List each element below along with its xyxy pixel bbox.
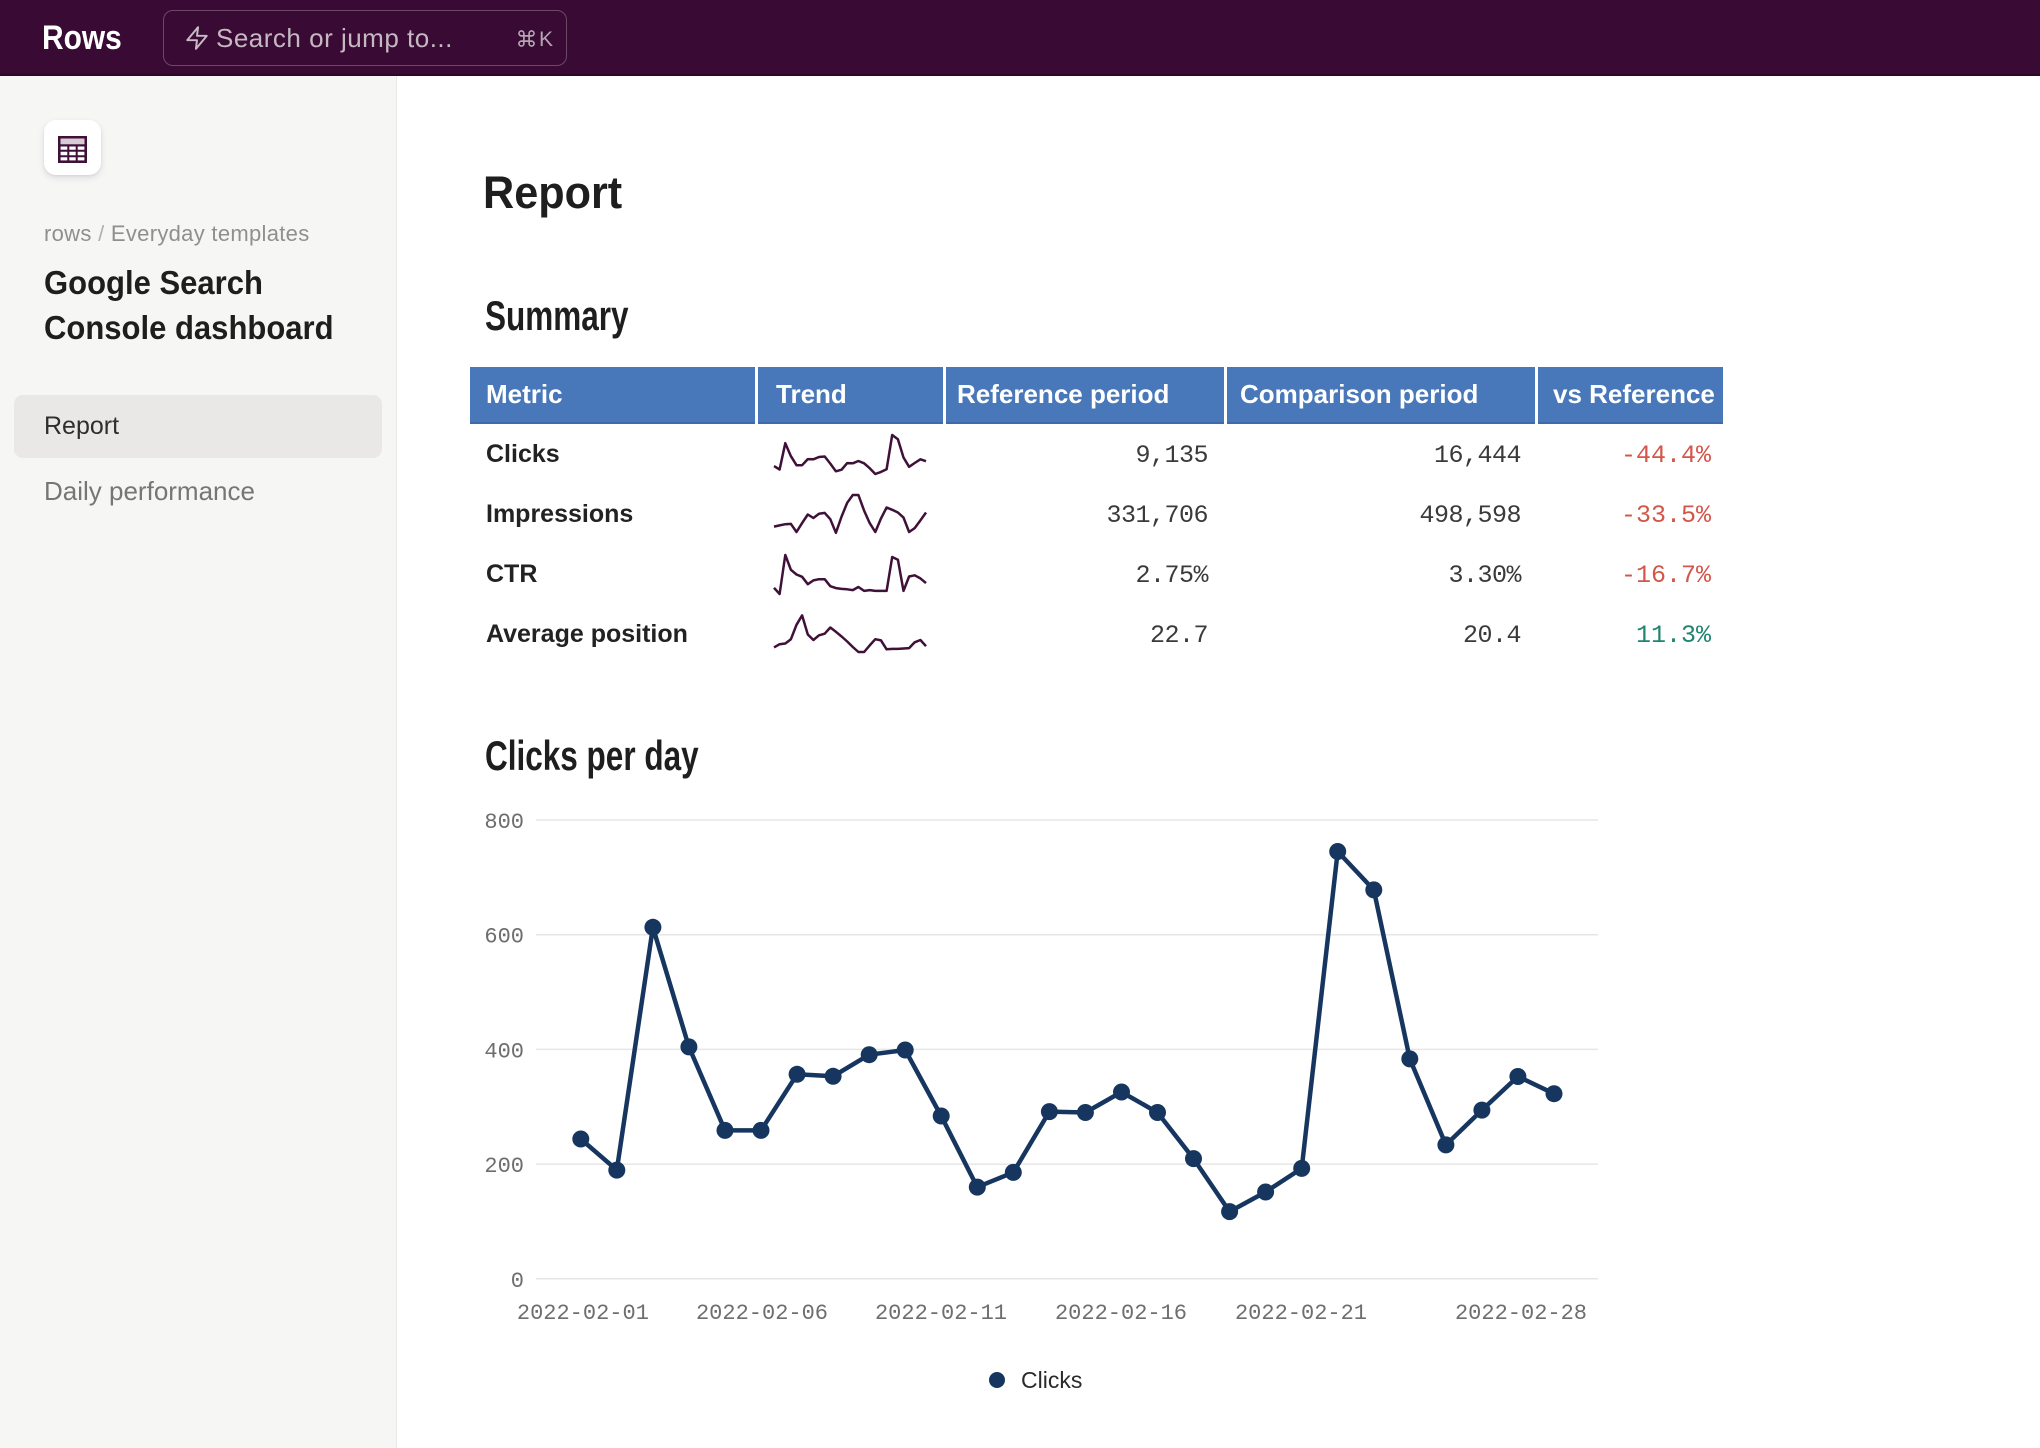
- svg-text:2022-02-11: 2022-02-11: [875, 1301, 1007, 1326]
- svg-text:800: 800: [484, 810, 524, 835]
- svg-text:200: 200: [484, 1154, 524, 1179]
- svg-text:400: 400: [484, 1039, 524, 1064]
- svg-text:2022-02-06: 2022-02-06: [696, 1301, 828, 1326]
- svg-text:600: 600: [484, 925, 524, 950]
- svg-text:Clicks: Clicks: [1021, 1367, 1082, 1393]
- svg-text:0: 0: [511, 1269, 524, 1294]
- svg-text:2022-02-16: 2022-02-16: [1055, 1301, 1187, 1326]
- svg-text:2022-02-28: 2022-02-28: [1455, 1301, 1587, 1326]
- svg-text:2022-02-01: 2022-02-01: [517, 1301, 649, 1326]
- svg-text:2022-02-21: 2022-02-21: [1235, 1301, 1367, 1326]
